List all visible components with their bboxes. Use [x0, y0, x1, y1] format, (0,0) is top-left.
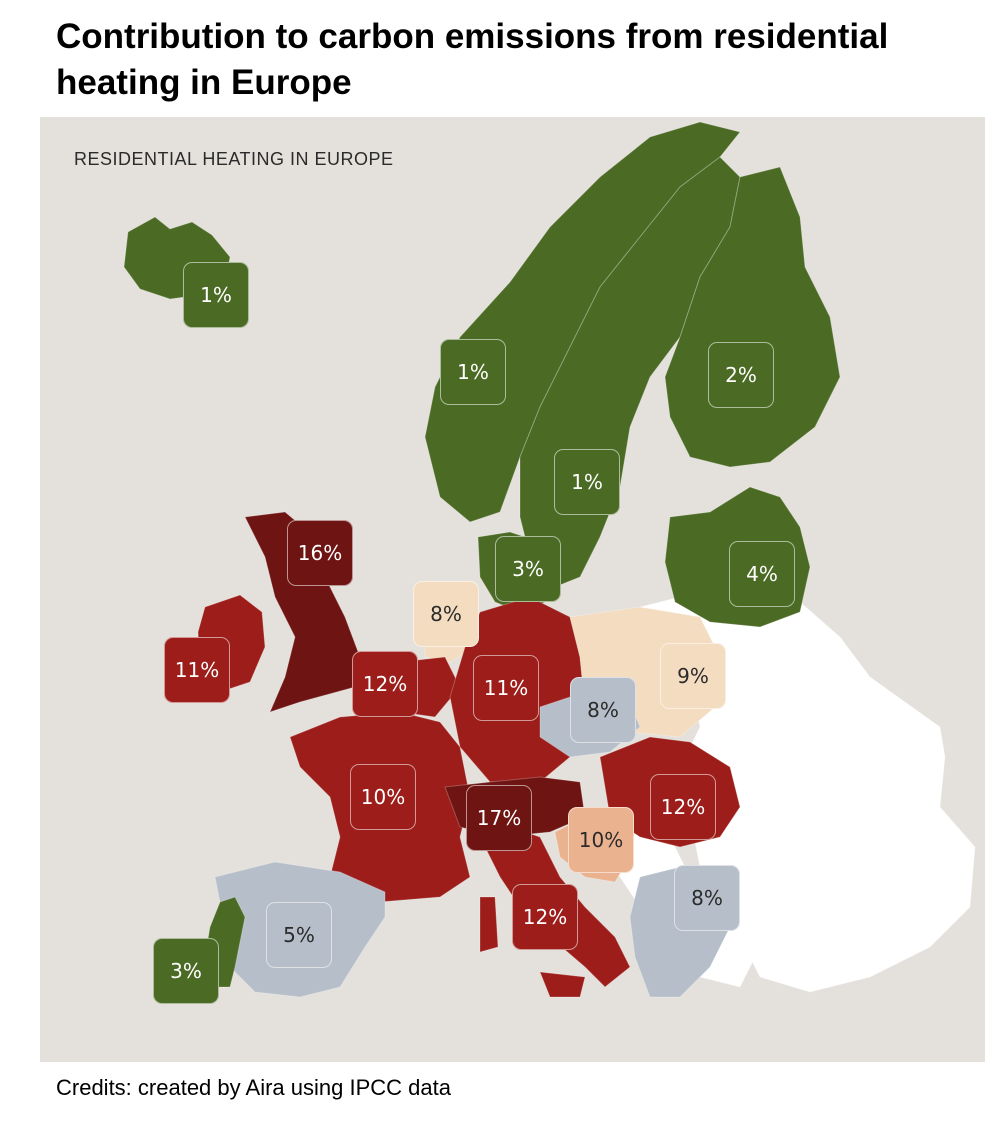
value-badge-poland: 9%	[660, 643, 726, 709]
value-badge-baltics: 4%	[729, 541, 795, 607]
value-badge-iceland: 1%	[183, 262, 249, 328]
value-badge-denmark: 3%	[495, 536, 561, 602]
map-heading: RESIDENTIAL HEATING IN EUROPE	[74, 149, 394, 169]
sicily-shape	[539, 971, 586, 998]
value-badge-germany: 11%	[473, 655, 539, 721]
map-panel: RESIDENTIAL HEATING IN EUROPE 1% 1% 1% 2% 3%…	[40, 117, 985, 1062]
credits: Credits: created by Aira using IPCC data	[56, 1075, 451, 1100]
value-badge-romania: 12%	[650, 774, 716, 840]
value-badge-united-kingdom: 16%	[287, 520, 353, 586]
page-title: Contribution to carbon emissions from re…	[56, 17, 889, 102]
value-badge-spain: 5%	[266, 902, 332, 968]
value-badge-switzerland-austria: 17%	[466, 785, 532, 851]
value-badge-belgium: 12%	[352, 651, 418, 717]
value-badge-italy: 12%	[512, 884, 578, 950]
value-badge-sweden: 1%	[554, 449, 620, 515]
value-badge-greece-bulgaria: 8%	[674, 865, 740, 931]
value-badge-czechia: 8%	[570, 677, 636, 743]
value-badge-netherlands: 8%	[413, 581, 479, 647]
value-badge-ireland: 11%	[164, 637, 230, 703]
value-badge-portugal: 3%	[153, 938, 219, 1004]
value-badge-norway: 1%	[440, 339, 506, 405]
value-badge-croatia: 10%	[568, 807, 634, 873]
value-badge-france: 10%	[350, 764, 416, 830]
sardinia-shape	[479, 896, 499, 953]
value-badge-finland: 2%	[708, 342, 774, 408]
